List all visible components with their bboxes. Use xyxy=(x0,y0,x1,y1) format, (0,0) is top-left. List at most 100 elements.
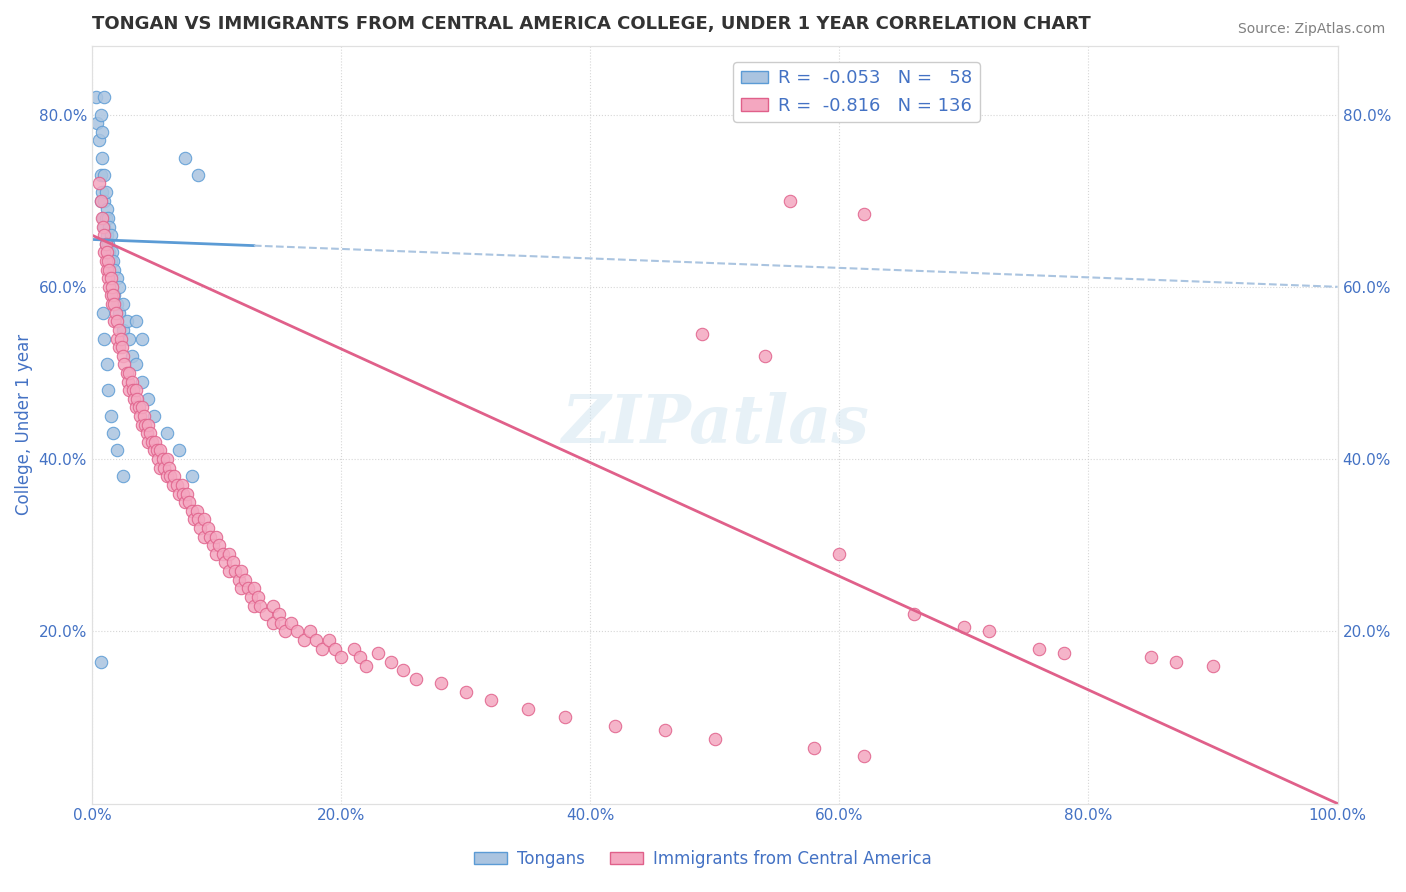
Point xyxy=(156,469,179,483)
Point xyxy=(108,340,131,354)
Point xyxy=(342,641,364,656)
Point xyxy=(100,409,122,423)
Point xyxy=(1139,650,1161,665)
Point xyxy=(136,392,159,406)
Point xyxy=(98,262,121,277)
Point xyxy=(105,271,128,285)
Point xyxy=(1028,641,1050,656)
Point xyxy=(167,443,190,458)
Point xyxy=(231,564,253,578)
Point xyxy=(90,107,112,121)
Point xyxy=(211,547,233,561)
Point xyxy=(233,573,256,587)
Point xyxy=(110,331,132,345)
Point xyxy=(115,314,138,328)
Point xyxy=(121,375,143,389)
Point xyxy=(128,401,150,415)
Point xyxy=(131,331,153,345)
Point xyxy=(136,417,159,432)
Point xyxy=(429,676,451,690)
Point xyxy=(214,556,236,570)
Point xyxy=(205,547,228,561)
Point xyxy=(118,331,141,345)
Point xyxy=(159,469,181,483)
Point xyxy=(122,383,145,397)
Point xyxy=(105,314,128,328)
Point xyxy=(218,547,240,561)
Point xyxy=(131,401,153,415)
Point xyxy=(146,452,169,467)
Point xyxy=(143,409,166,423)
Point xyxy=(903,607,925,621)
Point xyxy=(145,443,167,458)
Point xyxy=(311,641,333,656)
Point xyxy=(163,469,186,483)
Point xyxy=(243,599,266,613)
Legend: R =  -0.053   N =   58, R =  -0.816   N = 136: R = -0.053 N = 58, R = -0.816 N = 136 xyxy=(734,62,980,121)
Point xyxy=(105,443,128,458)
Point xyxy=(93,219,115,234)
Point xyxy=(101,426,124,441)
Point xyxy=(479,693,502,707)
Point xyxy=(603,719,626,733)
Point xyxy=(103,297,125,311)
Point xyxy=(280,615,302,630)
Point xyxy=(96,245,118,260)
Point xyxy=(100,228,122,243)
Point xyxy=(97,236,120,251)
Point xyxy=(101,254,124,268)
Point xyxy=(112,357,135,371)
Point xyxy=(89,177,111,191)
Point xyxy=(654,723,676,738)
Point xyxy=(101,245,124,260)
Point xyxy=(94,236,117,251)
Point xyxy=(267,607,290,621)
Point xyxy=(174,495,197,509)
Point xyxy=(298,624,321,639)
Point xyxy=(236,582,259,596)
Point xyxy=(167,486,190,500)
Point xyxy=(692,327,714,342)
Point xyxy=(100,254,122,268)
Point xyxy=(249,599,271,613)
Point xyxy=(254,607,277,621)
Point xyxy=(134,409,156,423)
Point xyxy=(93,194,115,208)
Point xyxy=(240,590,263,604)
Point xyxy=(354,658,377,673)
Point xyxy=(149,460,172,475)
Point xyxy=(125,392,148,406)
Point xyxy=(129,409,152,423)
Point xyxy=(170,478,193,492)
Point xyxy=(218,564,240,578)
Point xyxy=(201,538,224,552)
Point xyxy=(186,504,208,518)
Point xyxy=(231,582,253,596)
Point xyxy=(90,194,112,208)
Point xyxy=(779,194,801,208)
Point xyxy=(93,168,115,182)
Point xyxy=(98,245,121,260)
Point xyxy=(262,615,284,630)
Point xyxy=(243,582,266,596)
Point xyxy=(152,452,174,467)
Point xyxy=(554,710,576,724)
Point xyxy=(124,357,146,371)
Point xyxy=(197,521,219,535)
Point xyxy=(166,478,188,492)
Point xyxy=(90,185,112,199)
Point xyxy=(84,90,107,104)
Point xyxy=(108,323,131,337)
Point xyxy=(103,288,125,302)
Point xyxy=(1052,646,1074,660)
Point xyxy=(176,486,198,500)
Point xyxy=(153,460,176,475)
Point xyxy=(1164,655,1187,669)
Point xyxy=(205,530,228,544)
Point xyxy=(94,254,117,268)
Point xyxy=(90,151,112,165)
Point xyxy=(134,417,156,432)
Point xyxy=(828,547,851,561)
Point xyxy=(228,573,250,587)
Point xyxy=(104,306,127,320)
